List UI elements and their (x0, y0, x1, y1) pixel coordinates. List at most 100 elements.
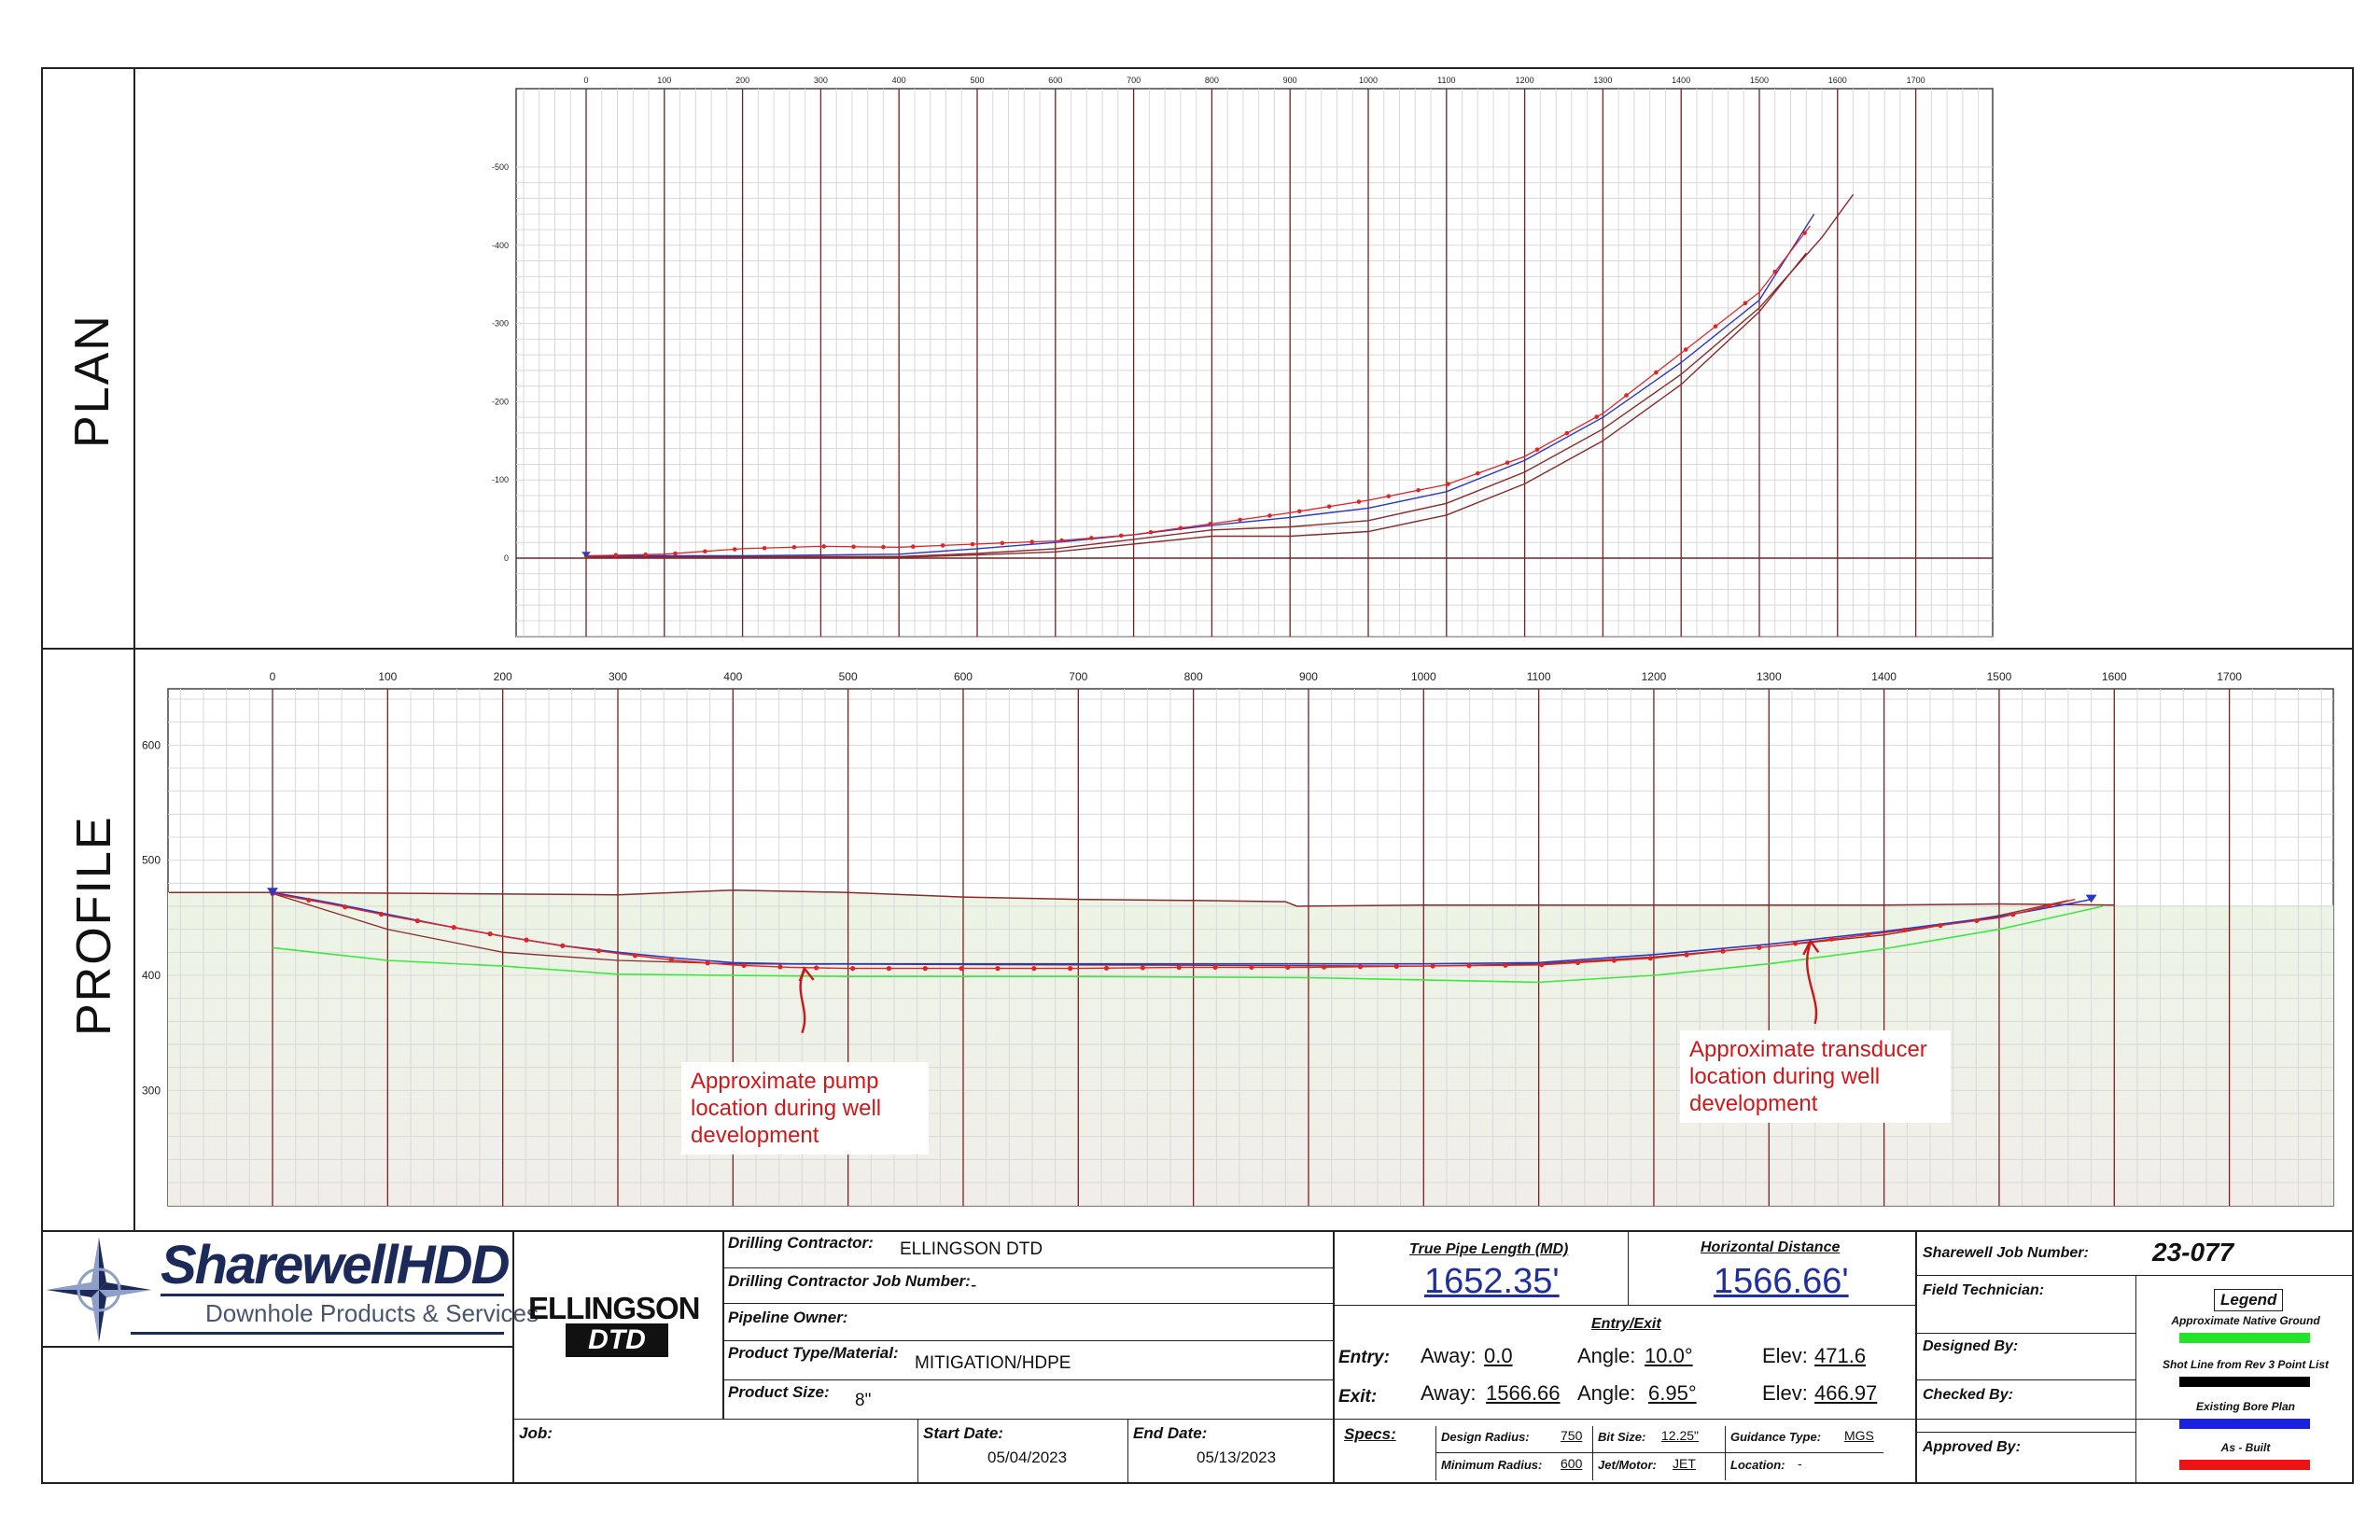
ellingson-logo-sub: DTD (566, 1323, 668, 1357)
as-built-point (1594, 414, 1599, 419)
as-built-point (1267, 513, 1272, 518)
jet-motor-label: Jet/Motor: (1598, 1458, 1657, 1472)
cell-divider (1628, 1230, 1629, 1305)
x-tick-label: 900 (1299, 670, 1318, 683)
as-built-point (1416, 487, 1421, 493)
x-tick-label: 200 (494, 670, 512, 683)
drawing-frame (41, 67, 2354, 1484)
exit-angle-label: Angle: (1577, 1381, 1636, 1405)
entry-elev-value: 471.6 (1814, 1344, 1867, 1367)
y-tick-label: 0 (504, 553, 509, 563)
x-tick-label: 1300 (1757, 670, 1782, 683)
legend-swatch (2179, 1460, 2310, 1470)
row-divider (722, 1340, 1333, 1341)
horizontal-distance-label: Horizontal Distance (1701, 1239, 1841, 1255)
as-built-point (1802, 231, 1807, 235)
approved-by-label: Approved By: (1923, 1439, 2021, 1455)
location-label: Location: (1730, 1458, 1785, 1472)
logo-divider (41, 1346, 512, 1348)
as-built-point (886, 966, 892, 972)
entry-angle-value: 10.0° (1645, 1344, 1693, 1367)
exit-elev-label: Elev: (1762, 1381, 1808, 1405)
entry-marker (581, 552, 591, 558)
as-built-point (560, 943, 566, 948)
x-tick-label: 800 (1205, 76, 1219, 85)
x-tick-label: 600 (1048, 76, 1062, 85)
row-divider (1915, 1275, 2354, 1276)
as-built-point (1118, 533, 1124, 539)
x-tick-label: 100 (657, 76, 671, 85)
as-built-point (1059, 538, 1064, 543)
x-tick-label: 1700 (1907, 76, 1925, 85)
location-value: - (1798, 1456, 1802, 1471)
as-built-point (1446, 482, 1450, 486)
row-divider (1333, 1305, 1915, 1306)
legend-item-label: Approximate Native Ground (2171, 1314, 2320, 1327)
entry-angle-label: Angle: (1577, 1344, 1636, 1367)
as-built-point (1393, 963, 1399, 970)
as-built-point (668, 957, 674, 963)
as-built-point (1772, 269, 1778, 274)
as-built-point (1249, 964, 1254, 970)
as-built-point (1901, 927, 1907, 933)
exit-elev-value: 466.97 (1814, 1381, 1878, 1405)
y-tick-label: -400 (492, 241, 509, 250)
plan-plot-area (515, 88, 1994, 637)
entry-away-value: 0.0 (1484, 1344, 1513, 1367)
as-built-point (1684, 952, 1689, 958)
x-tick-label: 100 (378, 670, 397, 683)
as-built-point (451, 925, 456, 931)
as-built-point (343, 904, 348, 910)
as-built-point (1068, 966, 1073, 972)
x-tick-label: 1500 (1750, 76, 1769, 85)
pump-annotation: Approximate pump location during well de… (681, 1062, 929, 1155)
field-technician-label: Field Technician: (1923, 1282, 2045, 1298)
x-tick-label: 700 (1069, 670, 1087, 683)
ground-fill (168, 889, 2333, 1206)
y-tick-label: -500 (492, 162, 509, 172)
as-built-point (995, 966, 1001, 972)
x-tick-label: 1700 (2217, 670, 2242, 683)
section-divider (41, 1230, 2354, 1232)
entry-away-label: Away: (1421, 1344, 1477, 1367)
as-built-point (1430, 963, 1435, 969)
legend-item-label: As - Built (2220, 1441, 2271, 1454)
contractor-job-number-label: Drilling Contractor Job Number: (728, 1272, 971, 1290)
as-built-point (703, 549, 707, 554)
bore-plan-line (586, 213, 1815, 557)
end-date-value: 05/13/2023 (1197, 1449, 1277, 1466)
design-radius-value: 750 (1561, 1428, 1583, 1443)
as-built-point (1793, 941, 1799, 946)
label-column-divider (133, 67, 135, 1230)
job-number-value: 23-077 (2152, 1238, 2234, 1267)
y-tick-label: -300 (492, 319, 509, 329)
as-built-point (1089, 536, 1094, 540)
legend-item-label: Shot Line from Rev 3 Point List (2162, 1358, 2329, 1371)
x-tick-label: 700 (1127, 76, 1141, 85)
cell-divider (1915, 1230, 1917, 1484)
cell-divider (1725, 1426, 1726, 1480)
x-tick-label: 300 (814, 76, 828, 85)
as-built-point (1713, 324, 1718, 329)
as-built-point (596, 948, 602, 954)
cell-divider (1592, 1426, 1593, 1480)
x-tick-label: 1400 (1871, 670, 1897, 683)
as-built-point (814, 965, 819, 971)
as-built-point (524, 937, 529, 943)
guidance-type-value: MGS (1844, 1428, 1874, 1443)
as-built-point (1564, 430, 1570, 436)
specs-label: Specs: (1344, 1425, 1396, 1443)
cell-divider (1435, 1426, 1436, 1480)
as-built-point (940, 543, 945, 548)
as-built-point (1476, 470, 1480, 476)
job-number-label: Sharewell Job Number: (1923, 1245, 2089, 1261)
as-built-point (673, 551, 678, 556)
drilling-contractor-value: ELLINGSON DTD (900, 1239, 1043, 1259)
as-built-point (1575, 959, 1581, 965)
true-pipe-length-label: True Pipe Length (MD) (1409, 1241, 1569, 1257)
as-built-point (849, 966, 856, 972)
row-divider (722, 1379, 1333, 1380)
product-size-value: 8" (855, 1391, 872, 1410)
x-tick-label: 0 (583, 76, 588, 85)
as-built-point (613, 553, 619, 558)
